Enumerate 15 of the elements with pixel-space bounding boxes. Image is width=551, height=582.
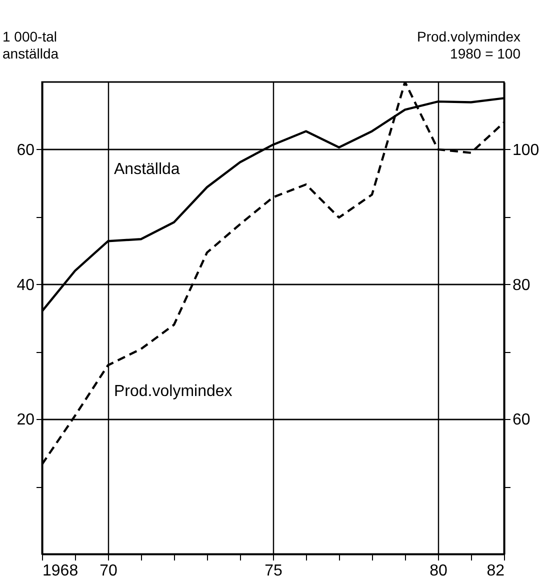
- series-label: Anställda: [114, 161, 180, 178]
- series-label: Prod.volymindex: [114, 383, 232, 400]
- y-axis-title: 1 000-tal anställda: [2, 28, 59, 62]
- y-tick-label: 20: [16, 412, 35, 429]
- y2-tick-label: 60: [512, 412, 530, 429]
- y-tick-label: 60: [16, 142, 35, 159]
- x-tick-label: 75: [264, 562, 282, 580]
- x-tick-label: 70: [100, 562, 118, 580]
- x-tick-label: 82: [486, 562, 505, 580]
- y2-axis-title: Prod.volymindex 1980 = 100: [417, 28, 521, 62]
- x-tick-label: 1968: [42, 562, 78, 580]
- y2-tick-label: 80: [512, 276, 530, 294]
- y-tick-label: 40: [16, 276, 35, 294]
- y2-tick-label: 100: [512, 142, 540, 159]
- x-tick-label: 80: [430, 562, 448, 580]
